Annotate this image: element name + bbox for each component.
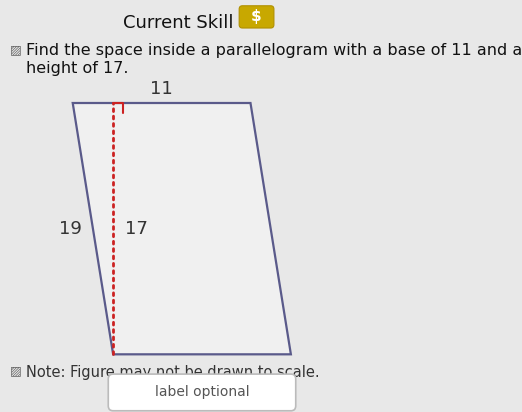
Text: ▨: ▨ [10,43,22,56]
Text: 19: 19 [60,220,82,238]
FancyBboxPatch shape [239,6,274,28]
Text: ▨: ▨ [10,365,22,378]
Polygon shape [73,103,291,354]
Text: $: $ [251,9,262,24]
FancyBboxPatch shape [108,374,296,411]
Text: label optional: label optional [155,385,250,399]
Text: Find the space inside a parallelogram with a base of 11 and a
height of 17.: Find the space inside a parallelogram wi… [26,43,522,76]
Text: Current Skill: Current Skill [123,14,233,33]
Text: 11: 11 [150,80,173,98]
Text: Note: Figure may not be drawn to scale.: Note: Figure may not be drawn to scale. [26,365,320,379]
Text: 17: 17 [125,220,148,238]
